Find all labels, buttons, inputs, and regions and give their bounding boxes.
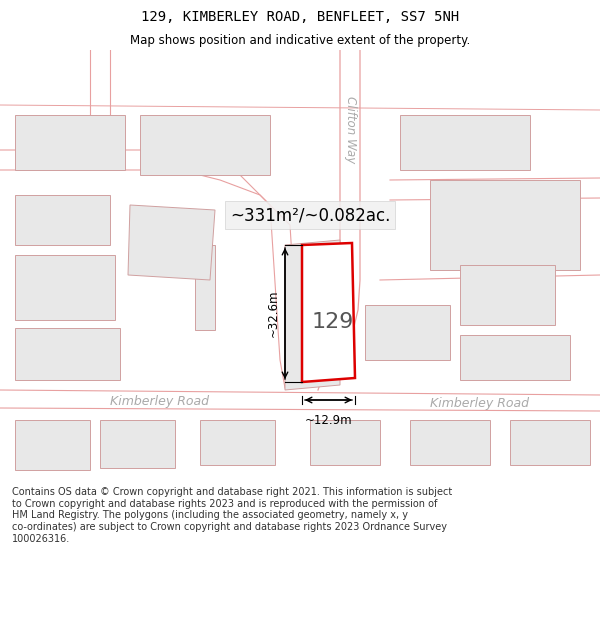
Text: ~12.9m: ~12.9m [305,414,352,427]
Text: Kimberley Road: Kimberley Road [110,396,209,409]
Text: 129, KIMBERLEY ROAD, BENFLEET, SS7 5NH: 129, KIMBERLEY ROAD, BENFLEET, SS7 5NH [141,10,459,24]
Text: Kimberley Road: Kimberley Road [431,398,530,411]
Polygon shape [430,180,580,270]
Polygon shape [460,265,555,325]
Polygon shape [100,420,175,468]
Polygon shape [410,420,490,465]
Polygon shape [285,240,340,390]
Polygon shape [195,245,215,330]
Text: Contains OS data © Crown copyright and database right 2021. This information is : Contains OS data © Crown copyright and d… [12,488,452,544]
Text: Map shows position and indicative extent of the property.: Map shows position and indicative extent… [130,34,470,47]
Polygon shape [460,335,570,380]
Text: 129: 129 [311,312,354,332]
Polygon shape [365,305,450,360]
Polygon shape [128,205,215,280]
Text: Clifton Way: Clifton Way [343,96,356,164]
Polygon shape [400,115,530,170]
Polygon shape [510,420,590,465]
Text: ~331m²/~0.082ac.: ~331m²/~0.082ac. [230,206,390,224]
Polygon shape [15,255,115,320]
Polygon shape [140,115,270,175]
Polygon shape [15,328,120,380]
Polygon shape [15,115,125,170]
Polygon shape [15,195,110,245]
Polygon shape [310,420,380,465]
Polygon shape [302,243,355,382]
Polygon shape [200,420,275,465]
Text: ~32.6m: ~32.6m [266,290,280,338]
Polygon shape [15,420,90,470]
